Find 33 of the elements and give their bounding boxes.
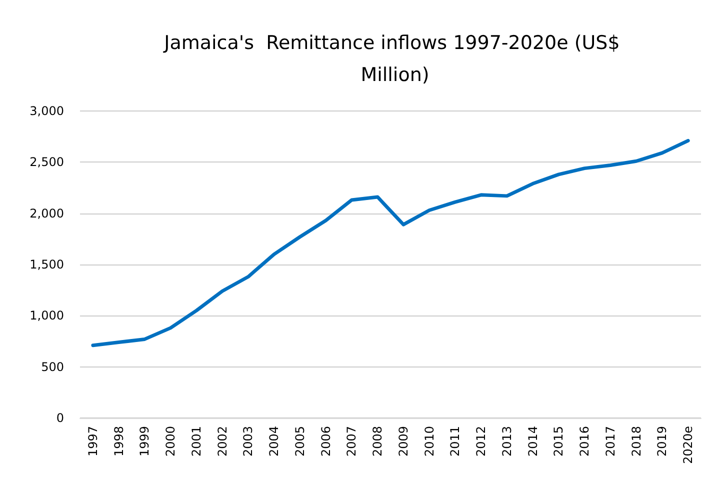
- x-tick-label: 1999: [138, 426, 152, 457]
- x-tick-label: 2000: [164, 426, 178, 457]
- x-tick-label: 2019: [655, 426, 670, 457]
- line-series: [91, 138, 690, 348]
- x-tick-label: 2008: [370, 426, 385, 457]
- y-tick-label: 1,000: [30, 308, 64, 323]
- x-tick-label: 2015: [552, 426, 566, 457]
- y-tick-label: 0: [56, 411, 64, 425]
- x-tick-label: 2003: [241, 426, 256, 457]
- x-tick-label: 2011: [448, 426, 462, 457]
- x-tick-label: 2001: [189, 426, 204, 457]
- x-tick-label: 2005: [292, 426, 307, 457]
- x-tick-label: 2016: [578, 426, 592, 457]
- x-tick-label: 2012: [474, 426, 488, 457]
- x-tick-label: 2020e: [681, 426, 696, 464]
- y-tick-label: 3,000: [30, 104, 64, 118]
- x-tick-label: 2006: [318, 426, 333, 457]
- y-tick-label: 2,000: [30, 206, 64, 220]
- x-tick-label: 2007: [344, 426, 359, 457]
- x-tick-label: 2014: [526, 426, 540, 457]
- y-tick-label: 2,500: [30, 155, 64, 170]
- x-tick-label: 2018: [629, 426, 644, 457]
- x-tick-label: 2017: [603, 426, 618, 457]
- x-tick-label: 2002: [215, 426, 230, 457]
- x-tick-label: 1997: [86, 426, 100, 457]
- x-tick-label: 1998: [112, 426, 126, 457]
- x-tick-label: 2004: [267, 426, 282, 457]
- x-tick-label: 2010: [422, 426, 436, 457]
- y-tick-label: 500: [41, 360, 64, 374]
- chart-title: Jamaica's Remittance inflows 1997-2020e (US$ Million): [163, 32, 626, 86]
- y-tick-label: 1,500: [30, 258, 64, 272]
- x-tick-label: 2013: [500, 426, 514, 457]
- x-tick-label: 2009: [396, 426, 410, 457]
